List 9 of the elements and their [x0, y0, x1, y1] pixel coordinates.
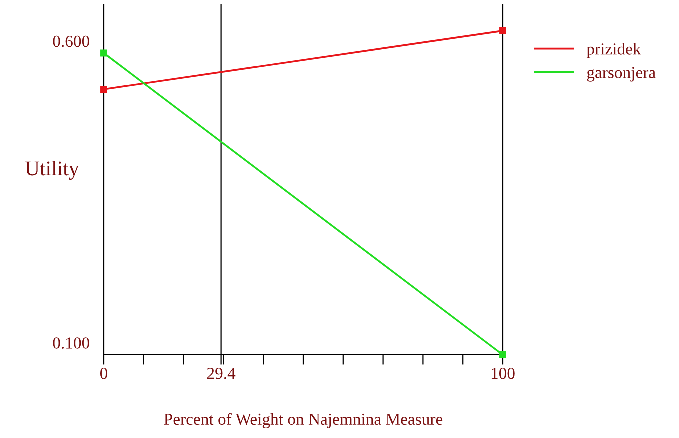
y-axis-title: Utility: [25, 161, 80, 180]
x-tick-label: 29.4: [207, 368, 236, 380]
x-tick-label: 0: [100, 368, 108, 380]
x-axis-title: Percent of Weight on Najemnina Measure: [164, 413, 443, 428]
x-tick-label: 100: [492, 368, 515, 380]
y-tick-label: 0.600: [53, 36, 90, 48]
legend-label: prizidek: [586, 43, 642, 58]
y-tick-label: 0.100: [53, 338, 90, 349]
legend-label: garsonjera: [587, 67, 656, 82]
